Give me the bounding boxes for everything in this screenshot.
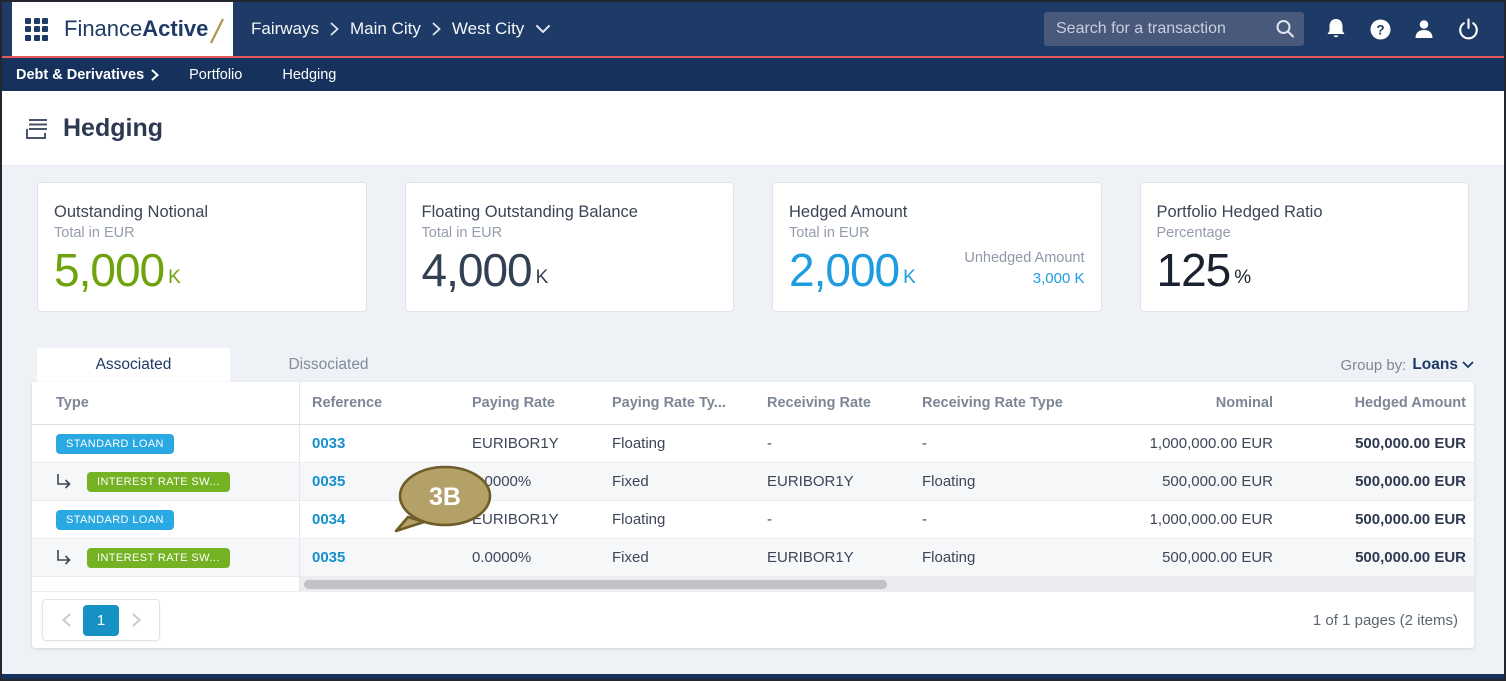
scrollbar-track[interactable]	[300, 577, 1474, 591]
table-row[interactable]: STANDARD LOAN 0033 EURIBOR1Y Floating - …	[32, 425, 1474, 463]
breadcrumb-west-city[interactable]: West City	[451, 19, 525, 38]
chevron-right-icon	[151, 69, 160, 80]
card-hedged-amount: Hedged Amount Total in EUR 2,000 K Unhed…	[772, 182, 1102, 312]
kpi-value: 5,000	[54, 244, 165, 296]
kpi-unit: %	[1234, 267, 1252, 288]
tab-associated[interactable]: Associated	[37, 348, 230, 382]
bell-icon	[1327, 19, 1345, 38]
kpi-unit: K	[535, 267, 549, 288]
chevron-left-icon	[61, 613, 71, 627]
notifications-button[interactable]	[1314, 17, 1358, 41]
logo-slash-icon	[210, 18, 225, 44]
table-row[interactable]: INTEREST RATE SW... 0035 0.0000% Fixed E…	[32, 539, 1474, 577]
nav-hedging[interactable]: Hedging	[282, 66, 337, 83]
page-title: Hedging	[63, 113, 163, 142]
pagination-bar: 1 1 of 1 pages (2 items)	[32, 592, 1474, 648]
page-header: Hedging	[2, 91, 1504, 166]
column-header-paying-rate-type[interactable]: Paying Rate Ty...	[612, 395, 726, 411]
breadcrumb-fairways[interactable]: Fairways	[251, 19, 320, 38]
chevron-right-icon	[131, 613, 141, 627]
search-icon[interactable]	[1274, 18, 1296, 40]
pagination-summary: 1 of 1 pages (2 items)	[1312, 611, 1458, 629]
card-floating-outstanding-balance: Floating Outstanding Balance Total in EU…	[404, 182, 734, 312]
main-content: Outstanding Notional Total in EUR 5,000 …	[2, 166, 1504, 678]
chevron-right-icon	[330, 22, 339, 36]
column-header-paying-rate[interactable]: Paying Rate	[472, 395, 555, 411]
pager: 1	[42, 599, 160, 641]
kpi-value: 125	[1156, 244, 1232, 296]
help-button[interactable]: ?	[1358, 18, 1402, 41]
type-badge: INTEREST RATE SW...	[87, 547, 230, 568]
child-link-arrow-icon	[56, 550, 73, 565]
unhedged-amount: Unhedged Amount 3,000 K	[964, 250, 1085, 287]
scrollbar-thumb[interactable]	[304, 580, 887, 589]
card-outstanding-notional: Outstanding Notional Total in EUR 5,000 …	[37, 182, 367, 312]
chevron-down-icon[interactable]	[535, 24, 551, 34]
brand-name: Finance Active	[64, 13, 225, 45]
help-icon: ?	[1370, 19, 1390, 39]
annotation-bubble-3b: 3B	[390, 465, 494, 540]
transaction-search[interactable]	[1044, 12, 1304, 46]
type-badge: INTEREST RATE SW...	[87, 471, 230, 492]
column-header-receiving-rate[interactable]: Receiving Rate	[767, 395, 871, 411]
logout-button[interactable]	[1446, 17, 1490, 41]
kpi-unit: K	[903, 267, 916, 288]
top-bar: Finance Active Fairways Main City West Ci…	[2, 2, 1504, 56]
logo[interactable]: Finance Active	[12, 2, 233, 56]
apps-grid-icon[interactable]	[25, 17, 48, 41]
type-badge: STANDARD LOAN	[56, 433, 174, 454]
table-header: Type Reference Paying Rate Paying Rate T…	[32, 382, 1474, 425]
prev-page-button[interactable]	[49, 605, 83, 635]
column-header-receiving-rate-type[interactable]: Receiving Rate Type	[922, 395, 1063, 411]
column-header-hedged-amount[interactable]: Hedged Amount	[1354, 395, 1466, 411]
page-1-button[interactable]: 1	[83, 604, 119, 636]
next-page-button[interactable]	[119, 605, 153, 635]
nav-debt-derivatives[interactable]: Debt & Derivatives	[16, 67, 169, 83]
type-badge: STANDARD LOAN	[56, 509, 174, 530]
reference-link[interactable]: 0035	[312, 473, 346, 490]
tab-dissociated[interactable]: Dissociated	[288, 356, 369, 373]
power-icon	[1458, 17, 1478, 39]
card-portfolio-hedged-ratio: Portfolio Hedged Ratio Percentage 125 %	[1139, 182, 1469, 312]
user-icon	[1415, 20, 1433, 38]
tabs-row: Associated Dissociated Group by: Loans	[37, 348, 1474, 382]
kpi-value: 2,000	[789, 244, 900, 296]
breadcrumb: Fairways Main City West City	[251, 19, 551, 39]
module-nav: Debt & Derivatives Portfolio Hedging	[2, 58, 1504, 91]
table-scrollbar	[32, 577, 1474, 592]
child-link-arrow-icon	[56, 474, 73, 489]
profile-button[interactable]	[1402, 17, 1446, 41]
table-row[interactable]: STANDARD LOAN 0034 EURIBOR1Y Floating - …	[32, 501, 1474, 539]
group-by-label: Group by:	[1340, 356, 1407, 374]
kpi-cards: Outstanding Notional Total in EUR 5,000 …	[2, 166, 1504, 312]
accent-divider	[2, 56, 1504, 58]
table-row[interactable]: INTEREST RATE SW... 0035 0.0000% Fixed E…	[32, 463, 1474, 501]
svg-text:?: ?	[1376, 22, 1384, 37]
bottom-accent-bar	[2, 674, 1504, 679]
reference-link[interactable]: 0034	[312, 511, 346, 528]
kpi-value: 4,000	[421, 244, 533, 296]
hedging-stack-icon	[24, 115, 51, 142]
group-by-select[interactable]: Loans	[1412, 356, 1474, 374]
search-input[interactable]	[1056, 20, 1274, 38]
column-header-type[interactable]: Type	[32, 382, 300, 424]
column-header-nominal[interactable]: Nominal	[1215, 395, 1273, 411]
reference-link[interactable]: 0035	[312, 549, 346, 566]
hedging-table: Type Reference Paying Rate Paying Rate T…	[32, 382, 1474, 648]
nav-portfolio[interactable]: Portfolio	[189, 66, 243, 83]
reference-link[interactable]: 0033	[312, 435, 346, 452]
top-bar-actions: ?	[1044, 12, 1490, 46]
group-by-control: Group by: Loans	[1340, 356, 1474, 382]
kpi-unit: K	[168, 267, 181, 288]
chevron-down-icon	[1462, 361, 1474, 369]
chevron-right-icon	[432, 22, 441, 36]
column-header-reference[interactable]: Reference	[312, 395, 383, 411]
breadcrumb-main-city[interactable]: Main City	[350, 19, 421, 38]
annotation-label: 3B	[429, 483, 461, 511]
